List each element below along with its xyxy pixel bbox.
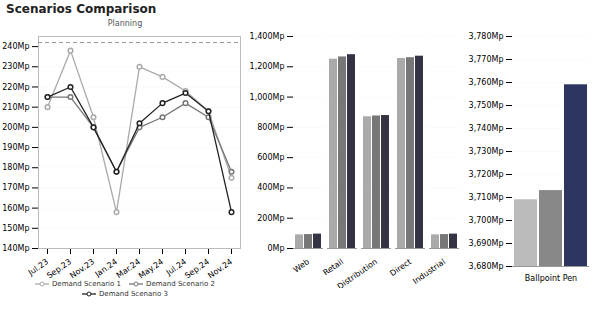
svg-text:Industrial: Industrial <box>411 257 447 286</box>
svg-text:Distribution: Distribution <box>336 257 379 288</box>
svg-text:190Mp: 190Mp <box>2 143 29 152</box>
svg-text:1,400Mp: 1,400Mp <box>250 32 285 41</box>
html-text:Scenarios Comparison: Scenarios Comparison <box>6 2 157 16</box>
svg-text:1,200Mp: 1,200Mp <box>250 62 285 71</box>
html-text:Demand Scenario 2: Demand Scenario 2 <box>146 280 215 288</box>
svg-text:210Mp: 210Mp <box>2 103 29 112</box>
svg-text:1,000Mp: 1,000Mp <box>250 93 285 102</box>
svg-text:0Mp: 0Mp <box>267 244 284 253</box>
svg-text:400Mp: 400Mp <box>257 183 284 192</box>
svg-text:800Mp: 800Mp <box>257 123 284 132</box>
svg-text:160Mp: 160Mp <box>2 204 29 213</box>
svg-text:May.24: May.24 <box>137 257 165 278</box>
svg-text:3,740Mp: 3,740Mp <box>469 124 504 133</box>
svg-text:600Mp: 600Mp <box>257 153 284 162</box>
svg-text:3,780Mp: 3,780Mp <box>469 32 504 41</box>
html-text:Demand Scenario 1: Demand Scenario 1 <box>52 280 121 288</box>
svg-text:3,710Mp: 3,710Mp <box>469 193 504 202</box>
svg-text:3,720Mp: 3,720Mp <box>469 170 504 179</box>
svg-text:3,700Mp: 3,700Mp <box>469 216 504 225</box>
svg-text:3,680Mp: 3,680Mp <box>469 262 504 271</box>
svg-text:240Mp: 240Mp <box>2 42 29 51</box>
svg-text:200Mp: 200Mp <box>257 214 284 223</box>
svg-text:200Mp: 200Mp <box>2 123 29 132</box>
svg-text:230Mp: 230Mp <box>2 62 29 71</box>
html-text:Demand Scenario 3: Demand Scenario 3 <box>99 290 168 298</box>
svg-text:3,750Mp: 3,750Mp <box>469 101 504 110</box>
svg-text:Nov.24: Nov.24 <box>206 257 234 278</box>
svg-text:Nov.23: Nov.23 <box>68 257 96 278</box>
svg-text:Ballpoint Pen: Ballpoint Pen <box>525 274 577 283</box>
svg-text:Jul.23: Jul.23 <box>26 257 51 278</box>
svg-text:3,730Mp: 3,730Mp <box>469 147 504 156</box>
svg-text:Web: Web <box>292 257 311 274</box>
svg-text:170Mp: 170Mp <box>2 183 29 192</box>
svg-text:3,770Mp: 3,770Mp <box>469 55 504 64</box>
svg-text:3,760Mp: 3,760Mp <box>469 78 504 87</box>
svg-text:Jul.24: Jul.24 <box>164 257 189 278</box>
svg-text:180Mp: 180Mp <box>2 163 29 172</box>
svg-text:150Mp: 150Mp <box>2 224 29 233</box>
svg-text:Direct: Direct <box>388 257 413 278</box>
svg-text:140Mp: 140Mp <box>2 244 29 253</box>
html-text:Planning: Planning <box>107 19 143 28</box>
svg-text:220Mp: 220Mp <box>2 83 29 92</box>
svg-text:3,690Mp: 3,690Mp <box>469 239 504 248</box>
svg-text:Retail: Retail <box>321 257 345 277</box>
